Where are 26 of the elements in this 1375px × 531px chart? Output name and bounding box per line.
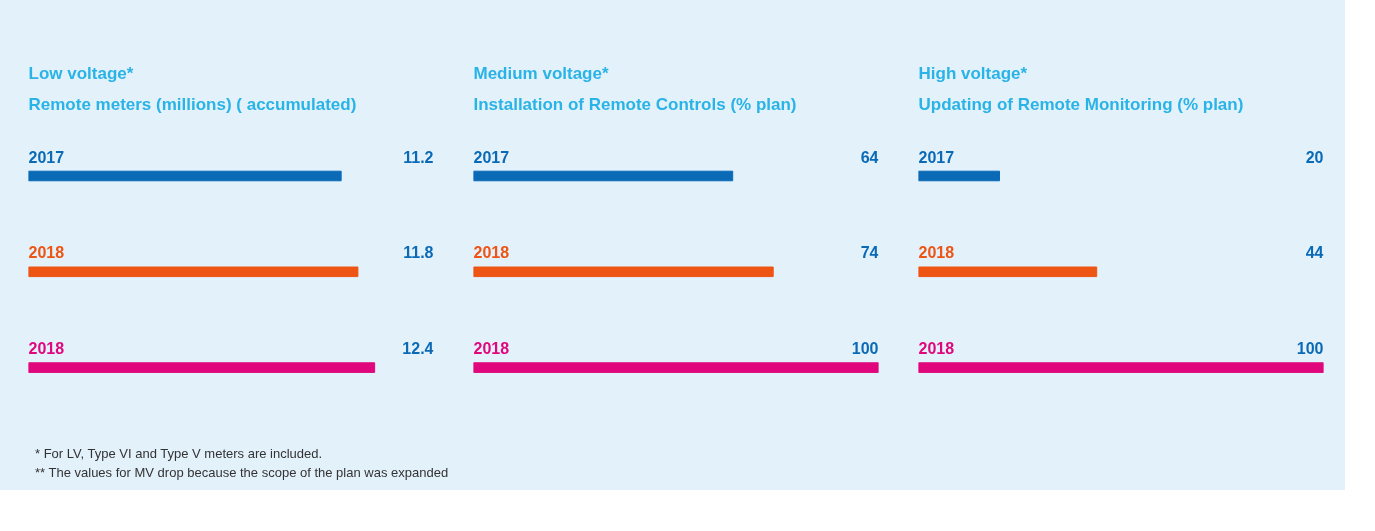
category-label: 2017 bbox=[28, 148, 65, 166]
chart-title: Medium voltage* bbox=[473, 63, 609, 83]
data-label: 100 bbox=[1296, 340, 1324, 358]
data-label: 20 bbox=[1305, 148, 1324, 166]
category-label: 2018 bbox=[473, 340, 510, 358]
data-label: 12.4 bbox=[402, 340, 434, 358]
chart-title: High voltage* bbox=[918, 63, 1028, 83]
data-label: 74 bbox=[860, 244, 879, 262]
category-label: 2018 bbox=[473, 244, 510, 262]
text: * For LV, Type VI and Type V meters are included. bbox=[35, 446, 323, 461]
chart-title: Low voltage* bbox=[28, 63, 134, 83]
category-label: 2018 bbox=[918, 340, 955, 358]
category-label: 2018 bbox=[28, 244, 65, 262]
data-label: 64 bbox=[860, 148, 879, 166]
category-label: 2018 bbox=[918, 244, 955, 262]
chart-subtitle: Updating of Remote Monitoring (% plan) bbox=[918, 94, 1244, 114]
chart-subtitle: Installation of Remote Controls (% plan) bbox=[473, 94, 797, 114]
category-label: 2017 bbox=[918, 148, 955, 166]
category-label: 2018 bbox=[28, 340, 65, 358]
data-label: 100 bbox=[851, 340, 879, 358]
chart-subtitle: Remote meters (millions) ( accumulated) bbox=[28, 94, 357, 114]
text: ** The values for MV drop because the scope of the plan was expanded bbox=[35, 464, 449, 480]
data-label: 11.8 bbox=[403, 244, 434, 262]
data-label: 44 bbox=[1305, 244, 1324, 262]
category-label: 2017 bbox=[473, 148, 510, 166]
data-label: 11.2 bbox=[403, 148, 434, 166]
